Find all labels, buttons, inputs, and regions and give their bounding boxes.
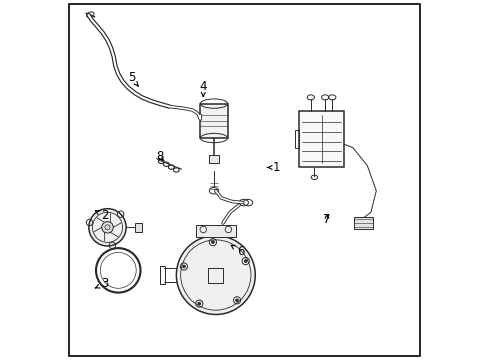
Ellipse shape: [89, 209, 126, 246]
Bar: [135, 223, 142, 231]
Ellipse shape: [182, 265, 185, 268]
Ellipse shape: [211, 241, 214, 244]
Ellipse shape: [198, 302, 201, 305]
Bar: [299, 111, 344, 167]
Ellipse shape: [176, 235, 255, 315]
Ellipse shape: [235, 299, 238, 302]
Text: 8: 8: [156, 150, 163, 163]
Text: 1: 1: [267, 161, 280, 174]
Bar: [200, 104, 227, 138]
Bar: [160, 266, 164, 284]
Text: 2: 2: [95, 210, 108, 222]
Text: 7: 7: [323, 213, 330, 226]
Ellipse shape: [102, 222, 113, 233]
Bar: [208, 267, 223, 283]
Text: 6: 6: [231, 245, 244, 258]
Ellipse shape: [244, 260, 246, 262]
Text: 4: 4: [199, 80, 206, 96]
Bar: [208, 155, 219, 163]
Bar: [294, 130, 299, 148]
Text: 5: 5: [127, 71, 138, 86]
Bar: [354, 217, 372, 229]
Text: 3: 3: [95, 278, 108, 291]
Bar: [196, 225, 235, 237]
